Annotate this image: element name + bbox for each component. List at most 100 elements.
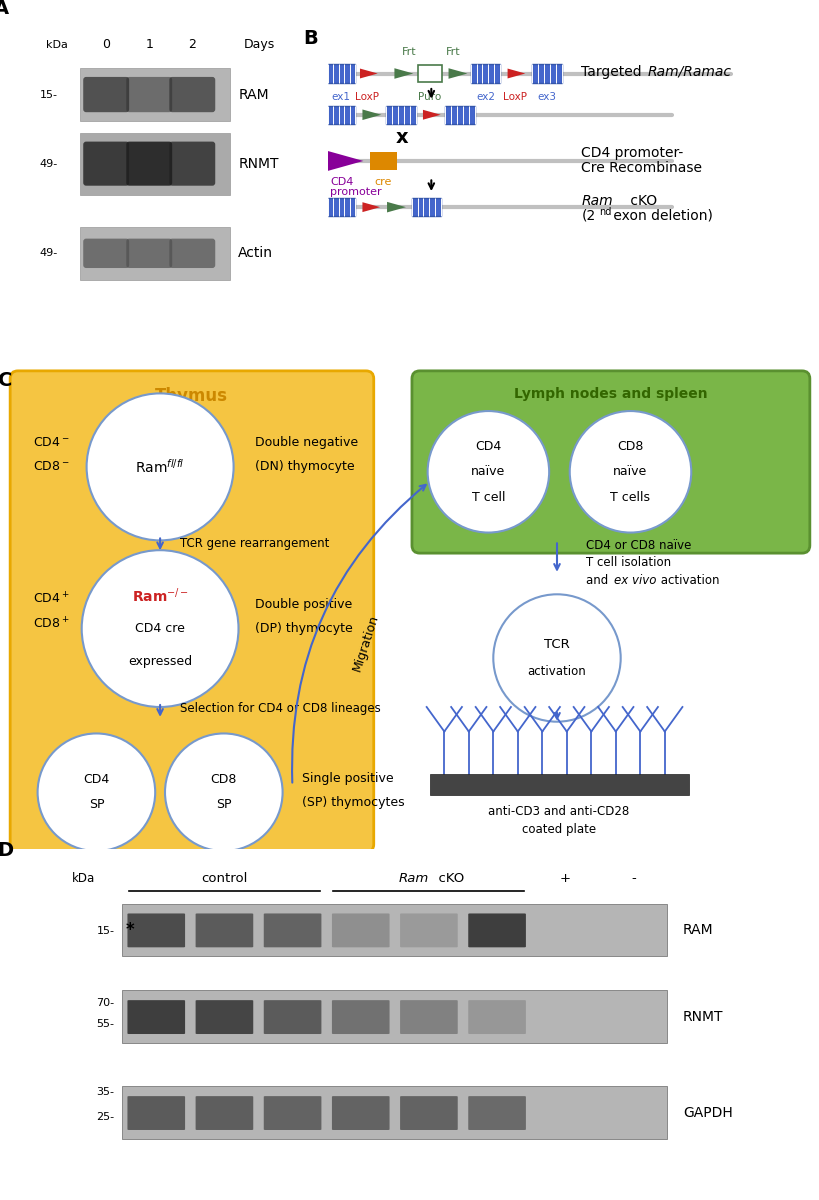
Text: CD8$^-$: CD8$^-$: [33, 461, 69, 473]
Bar: [445, 106, 474, 124]
Text: SP: SP: [88, 798, 104, 811]
Text: Thymus: Thymus: [155, 386, 228, 404]
Text: Single positive: Single positive: [302, 772, 393, 785]
Text: A: A: [0, 0, 9, 18]
Bar: [122, 1086, 667, 1139]
FancyBboxPatch shape: [127, 1096, 185, 1130]
Circle shape: [428, 412, 549, 533]
Bar: [470, 65, 500, 83]
FancyBboxPatch shape: [170, 77, 215, 113]
Text: 15-: 15-: [97, 926, 115, 936]
Circle shape: [569, 412, 690, 533]
Text: Actin: Actin: [238, 246, 273, 260]
Circle shape: [82, 550, 238, 707]
Text: RNMT: RNMT: [238, 157, 278, 170]
FancyBboxPatch shape: [126, 142, 172, 186]
Bar: [532, 65, 561, 83]
Text: coated plate: coated plate: [521, 823, 595, 836]
FancyBboxPatch shape: [468, 1096, 525, 1130]
Text: naïve: naïve: [613, 466, 647, 479]
FancyBboxPatch shape: [411, 371, 809, 553]
Text: C: C: [0, 371, 13, 390]
Polygon shape: [362, 202, 380, 212]
Text: T cell: T cell: [471, 491, 505, 504]
Text: exon deletion): exon deletion): [609, 209, 713, 222]
FancyBboxPatch shape: [196, 1000, 253, 1034]
Bar: [122, 990, 667, 1043]
Text: T cell isolation: T cell isolation: [586, 557, 671, 570]
FancyBboxPatch shape: [84, 142, 129, 186]
Text: activation: activation: [656, 574, 718, 587]
Text: ex3: ex3: [536, 91, 556, 102]
Text: ex vivo: ex vivo: [613, 574, 655, 587]
Text: ex1: ex1: [332, 91, 351, 102]
FancyBboxPatch shape: [332, 1096, 389, 1130]
FancyBboxPatch shape: [264, 1096, 321, 1130]
Text: cKO: cKO: [429, 872, 464, 886]
Text: 2: 2: [188, 38, 196, 52]
Text: naïve: naïve: [471, 466, 505, 479]
Text: Double positive: Double positive: [255, 598, 352, 611]
Text: x: x: [395, 128, 408, 148]
FancyBboxPatch shape: [196, 1096, 253, 1130]
Text: CD4$^+$: CD4$^+$: [33, 592, 69, 607]
Text: CD4 promoter-: CD4 promoter-: [581, 145, 683, 160]
Text: 1: 1: [145, 38, 153, 52]
Bar: [417, 65, 441, 83]
Bar: [328, 198, 355, 216]
FancyBboxPatch shape: [400, 1000, 457, 1034]
Text: kDa: kDa: [47, 40, 68, 49]
Text: CD4 cre: CD4 cre: [135, 622, 185, 635]
FancyBboxPatch shape: [127, 913, 185, 947]
Text: B: B: [303, 29, 318, 48]
Text: LoxP: LoxP: [355, 91, 379, 102]
Text: CD8: CD8: [617, 439, 643, 452]
Polygon shape: [507, 68, 525, 78]
Text: CD4: CD4: [475, 439, 501, 452]
Text: promoter: promoter: [330, 187, 382, 197]
Text: Ram: Ram: [398, 872, 428, 886]
Bar: [386, 106, 415, 124]
Circle shape: [493, 594, 620, 721]
Text: 0: 0: [102, 38, 110, 52]
Circle shape: [87, 394, 233, 540]
Text: Ram/Ramac: Ram/Ramac: [647, 65, 731, 79]
Polygon shape: [423, 109, 440, 120]
Text: Days: Days: [244, 38, 275, 52]
Text: Frt: Frt: [446, 47, 460, 58]
Text: CD4$^-$: CD4$^-$: [33, 436, 69, 449]
Text: SP: SP: [215, 798, 231, 811]
Polygon shape: [394, 68, 413, 79]
Text: CD4 or CD8 naïve: CD4 or CD8 naïve: [586, 539, 691, 552]
FancyBboxPatch shape: [264, 913, 321, 947]
FancyBboxPatch shape: [400, 1096, 457, 1130]
FancyBboxPatch shape: [170, 142, 215, 186]
FancyBboxPatch shape: [84, 77, 129, 113]
Bar: [429, 774, 689, 796]
Text: Puro: Puro: [418, 91, 441, 102]
Polygon shape: [448, 68, 467, 79]
Text: Targeted: Targeted: [581, 65, 645, 79]
Text: CD8$^+$: CD8$^+$: [33, 616, 69, 631]
FancyBboxPatch shape: [468, 1000, 525, 1034]
Text: Frt: Frt: [401, 47, 416, 58]
Text: nd: nd: [599, 208, 611, 217]
Text: cre: cre: [374, 176, 391, 187]
Text: RAM: RAM: [238, 88, 269, 102]
Bar: [80, 133, 229, 194]
Text: RAM: RAM: [682, 923, 713, 937]
Text: *: *: [126, 920, 134, 938]
Text: T cells: T cells: [610, 491, 649, 504]
Bar: [122, 904, 667, 956]
Text: expressed: expressed: [128, 655, 192, 668]
FancyBboxPatch shape: [127, 1000, 185, 1034]
Text: 35-: 35-: [97, 1087, 115, 1098]
Text: Migration: Migration: [351, 613, 381, 673]
Bar: [328, 65, 355, 83]
Text: CD4: CD4: [84, 774, 110, 786]
FancyBboxPatch shape: [332, 1000, 389, 1034]
Text: (DP) thymocyte: (DP) thymocyte: [255, 622, 352, 635]
Text: Cre Recombinase: Cre Recombinase: [581, 161, 702, 174]
Polygon shape: [362, 109, 381, 120]
Text: activation: activation: [527, 665, 586, 678]
